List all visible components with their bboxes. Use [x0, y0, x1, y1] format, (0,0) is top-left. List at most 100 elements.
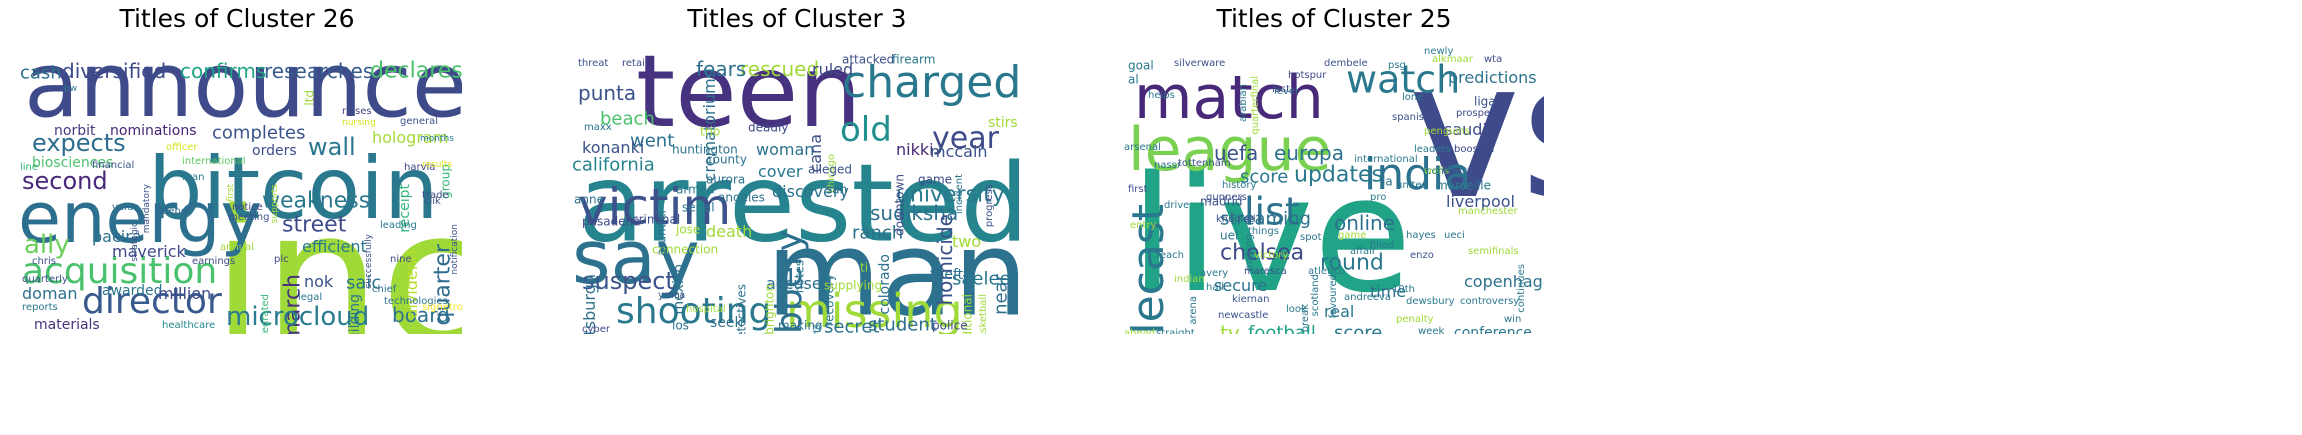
word-wells: wells	[1424, 166, 1449, 177]
word-suspect: suspect	[582, 267, 675, 295]
word-annual: annual	[220, 242, 254, 253]
word-year: year	[932, 121, 1000, 156]
word-live: live	[1130, 141, 1412, 328]
word-notice: notice	[232, 202, 263, 213]
word-ruled: ruled	[812, 60, 853, 79]
word-secret: secret	[824, 316, 880, 334]
word-awarded: awarded	[102, 283, 163, 299]
word-completes: completes	[212, 122, 305, 143]
word-lone: lone	[1402, 92, 1423, 103]
word-county: county	[706, 153, 747, 167]
word-angeles: angeles	[718, 191, 765, 205]
word-energy: energy	[18, 177, 262, 259]
word-notes: notes	[793, 260, 807, 293]
word-saelee: saelee	[952, 268, 1011, 289]
word-cyber: cyber	[582, 324, 611, 334]
word-week: week	[1418, 326, 1444, 334]
word-street: street	[282, 213, 347, 238]
word-declares: declares	[370, 59, 462, 84]
word-konanki: konanki	[582, 138, 644, 157]
word-hotspur: hotspur	[1288, 70, 1327, 81]
word-pro: pro	[1370, 192, 1386, 203]
word-raises: raises	[342, 106, 372, 117]
word-ranch: ranch	[852, 222, 903, 243]
word-look: look	[1286, 304, 1307, 315]
word-prospect: prospect	[1456, 108, 1500, 119]
word-uefa: uefa	[1214, 141, 1258, 165]
word-acquisition: acquisition	[22, 251, 217, 292]
word-beach: beach	[600, 108, 655, 129]
word-conference: conference	[1454, 325, 1532, 334]
word-teen: teen	[636, 34, 862, 150]
word-quarter: quarter	[431, 243, 456, 326]
word-nikki: nikki	[896, 140, 934, 159]
word-stirs: stirs	[988, 115, 1018, 131]
word-vs: vs	[1408, 34, 1544, 241]
word-los: los	[672, 319, 689, 333]
word-alleged: alleged	[808, 163, 852, 177]
word-old: old	[840, 110, 892, 150]
word-legal: legal	[298, 292, 322, 303]
word-efficient: efficient	[302, 237, 367, 256]
word-enzo: enzo	[1410, 250, 1434, 261]
word-reach: reach	[1156, 250, 1184, 261]
word-league: league	[1128, 115, 1331, 185]
word-liverpool: liverpool	[1446, 192, 1515, 211]
word-ti: ti	[860, 261, 868, 275]
word-downtown: downtown	[893, 174, 907, 236]
word-line: line	[20, 162, 38, 173]
word-first: first	[226, 184, 236, 202]
word-fears: fears	[696, 57, 746, 81]
word-arsenal: arsenal	[1124, 142, 1161, 153]
word-penalty: penalty	[1396, 314, 1434, 325]
word-victory: victory	[1254, 250, 1288, 261]
word-predictions: predictions	[1448, 68, 1537, 87]
word-leading: leading	[380, 220, 417, 231]
word-europa: europa	[1274, 141, 1344, 165]
word-tv: tv	[1220, 321, 1240, 334]
word-saic: saic	[346, 272, 381, 293]
word-missing: missing	[786, 284, 963, 334]
word-madrid: madrid	[1200, 195, 1243, 209]
word-clik: clik	[424, 196, 441, 207]
word-inc: inc	[212, 170, 462, 334]
cluster-panel-1: Titles of Cluster 26 announces incbitcoin…	[12, 0, 462, 435]
word-meeting: meeting	[228, 212, 269, 223]
word-newcastle: newcastle	[1218, 310, 1268, 321]
word-serial: serial	[682, 201, 715, 215]
word-psg: psg	[1388, 60, 1406, 71]
word-plc: plc	[274, 254, 289, 265]
word-atletico: atletico	[1308, 266, 1345, 277]
word-punta: punta	[578, 81, 636, 105]
word-results: results	[422, 160, 452, 170]
cluster-title: Titles of Cluster 25	[1216, 4, 1452, 33]
word-drive: drive	[1164, 200, 1189, 211]
word-time: time	[1370, 282, 1406, 301]
word-say: say	[572, 215, 700, 301]
word-signetron: signetron	[422, 302, 462, 313]
word-history: history	[1222, 180, 1256, 191]
word-ymca: ymca	[658, 290, 685, 301]
word-game: game	[918, 173, 952, 187]
word-charged: charged	[842, 57, 1021, 108]
word-wta: wta	[1484, 54, 1502, 65]
word-affair: affair	[1350, 246, 1377, 257]
word-police: police	[932, 319, 968, 333]
word-theft: theft	[930, 267, 964, 283]
word-cana: cana	[806, 134, 825, 173]
word-khoolod: khoolod	[1216, 214, 1256, 225]
word-student: student	[868, 314, 937, 334]
word-earnings: earnings	[192, 256, 235, 267]
word-man: man	[766, 204, 1022, 334]
word-goal: goal	[1128, 59, 1154, 73]
word-robbery: robbery	[769, 230, 810, 334]
word-score: score	[1334, 322, 1382, 334]
word-diversified: diversified	[62, 59, 166, 83]
word-streaming: streaming	[1220, 208, 1311, 229]
word-indian: indian	[1174, 274, 1205, 285]
word-strategic: strategic	[130, 222, 140, 262]
word-things: things	[1248, 226, 1279, 237]
word-threat: threat	[578, 58, 608, 69]
